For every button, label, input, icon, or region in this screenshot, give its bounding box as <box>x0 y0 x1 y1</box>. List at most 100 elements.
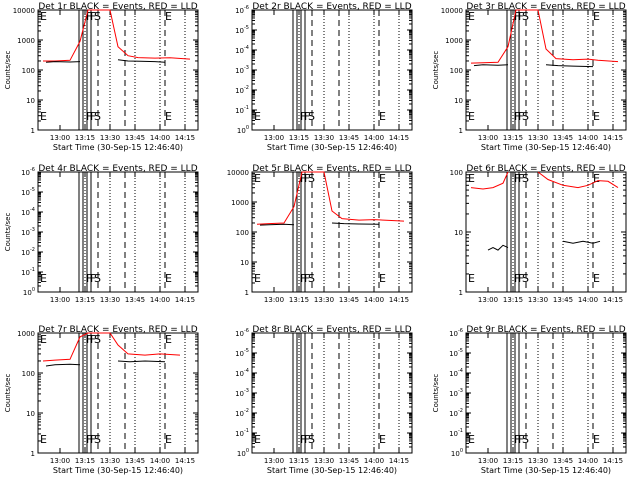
event-marker: E <box>468 272 475 285</box>
x-tick-label: 13:30 <box>100 134 120 142</box>
event-marker: E <box>379 110 386 123</box>
x-tick-label: 13:00 <box>264 296 284 304</box>
y-tick-label: 10-4 <box>235 368 249 378</box>
x-tick-label: 13:00 <box>264 457 284 465</box>
event-marker: E <box>40 272 47 285</box>
x-tick-label: 13:15 <box>75 457 95 465</box>
x-tick-label: 13:45 <box>553 457 573 465</box>
x-tick-label: 13:00 <box>50 296 70 304</box>
y-tick-label: 1000 <box>17 330 35 338</box>
event-marker: E <box>593 433 600 446</box>
event-marker: F <box>90 433 96 446</box>
y-tick-label: 10 <box>454 229 463 237</box>
event-marker: S <box>522 10 529 23</box>
x-tick-label: 13:30 <box>528 457 548 465</box>
chart-title: Det 1r BLACK = Events, RED = LLD <box>38 2 197 12</box>
chart-title: Det 4r BLACK = Events, RED = LLD <box>38 164 197 174</box>
x-tick-label: 14:00 <box>578 134 598 142</box>
events-series-line <box>473 64 509 67</box>
event-marker: S <box>94 272 101 285</box>
x-tick-label: 14:00 <box>150 296 170 304</box>
x-tick-label: 14:00 <box>150 457 170 465</box>
x-tick-label: 14:00 <box>150 134 170 142</box>
x-tick-label: 13:45 <box>339 134 359 142</box>
event-marker: F <box>300 272 306 285</box>
events-series-line <box>117 59 166 63</box>
event-marker: E <box>165 272 172 285</box>
event-marker: E <box>379 272 386 285</box>
y-tick-label: 100 <box>237 125 249 135</box>
y-tick-label: 10-6 <box>21 167 35 177</box>
plot-frame <box>465 9 627 131</box>
event-marker: E <box>40 110 47 123</box>
x-tick-label: 14:00 <box>364 457 384 465</box>
y-tick-label: 10-4 <box>21 207 35 217</box>
y-tick-label: 10-2 <box>21 247 35 257</box>
panel-det-9: Det 9r BLACK = Events, RED = LLD Counts/s… <box>432 325 627 475</box>
lld-series-line <box>537 171 619 189</box>
x-tick-label: 13:00 <box>50 457 70 465</box>
y-tick-label: 100 <box>450 67 463 75</box>
x-tick-label: 13:00 <box>478 134 498 142</box>
events-series-line <box>259 223 295 226</box>
event-marker: F <box>86 10 92 23</box>
event-marker: S <box>308 172 315 185</box>
lld-series-line <box>42 332 181 362</box>
x-tick-label: 14:00 <box>364 134 384 142</box>
chart-title: Det 7r BLACK = Events, RED = LLD <box>38 325 197 335</box>
event-marker: F <box>518 272 524 285</box>
event-marker: F <box>514 272 520 285</box>
y-axis-label: Counts/sec <box>432 374 440 413</box>
y-axis-label: Counts/sec <box>432 51 440 90</box>
event-marker: F <box>304 172 310 185</box>
event-marker: E <box>593 272 600 285</box>
event-marker: F <box>300 433 306 446</box>
plot-frame <box>251 171 413 293</box>
x-tick-label: 13:00 <box>50 134 70 142</box>
event-marker: F <box>86 333 92 346</box>
event-marker: S <box>522 433 529 446</box>
y-tick-label: 100 <box>22 67 35 75</box>
x-tick-label: 13:45 <box>339 296 359 304</box>
x-axis-label: Start Time (30-Sep-15 12:46:40) <box>53 466 183 475</box>
events-series-line <box>45 363 81 367</box>
x-tick-label: 13:45 <box>125 296 145 304</box>
y-axis-label: Counts/sec <box>4 374 12 413</box>
y-tick-label: 1000 <box>17 37 35 45</box>
x-axis-label: Start Time (30-Sep-15 12:46:40) <box>481 143 611 152</box>
event-marker: E <box>254 172 261 185</box>
events-series-line <box>117 360 166 363</box>
event-marker: E <box>165 433 172 446</box>
event-marker: S <box>94 433 101 446</box>
y-axis-label: Counts/sec <box>4 213 12 252</box>
x-axis-label: Start Time (30-Sep-15 12:46:40) <box>481 466 611 475</box>
event-marker: E <box>165 333 172 346</box>
y-tick-label: 1 <box>459 127 463 135</box>
x-tick-label: 13:30 <box>528 134 548 142</box>
x-tick-label: 13:30 <box>314 457 334 465</box>
event-marker: E <box>468 172 475 185</box>
event-marker: S <box>522 110 529 123</box>
panel-det-8: Det 8r BLACK = Events, RED = LLD Start Ti… <box>235 325 413 475</box>
panel-det-2: Det 2r BLACK = Events, RED = LLD Start Ti… <box>235 2 413 152</box>
x-tick-label: 13:00 <box>264 134 284 142</box>
y-tick-label: 100 <box>450 169 463 177</box>
event-marker: F <box>304 272 310 285</box>
event-marker: E <box>468 110 475 123</box>
event-marker: F <box>518 110 524 123</box>
y-tick-label: 10-5 <box>235 348 249 358</box>
x-tick-label: 13:15 <box>503 457 523 465</box>
x-tick-label: 14:00 <box>578 457 598 465</box>
x-tick-label: 13:45 <box>339 457 359 465</box>
plot-frame <box>37 9 199 131</box>
x-tick-label: 13:30 <box>100 296 120 304</box>
x-tick-label: 13:15 <box>75 134 95 142</box>
chart-title: Det 5r BLACK = Events, RED = LLD <box>252 164 411 174</box>
event-marker: S <box>94 10 101 23</box>
lld-series-line <box>470 171 509 190</box>
y-tick-label: 10-5 <box>449 348 463 358</box>
event-marker: F <box>304 110 310 123</box>
y-tick-label: 100 <box>237 448 249 458</box>
x-tick-label: 13:45 <box>553 296 573 304</box>
y-axis-label: Counts/sec <box>4 51 12 90</box>
